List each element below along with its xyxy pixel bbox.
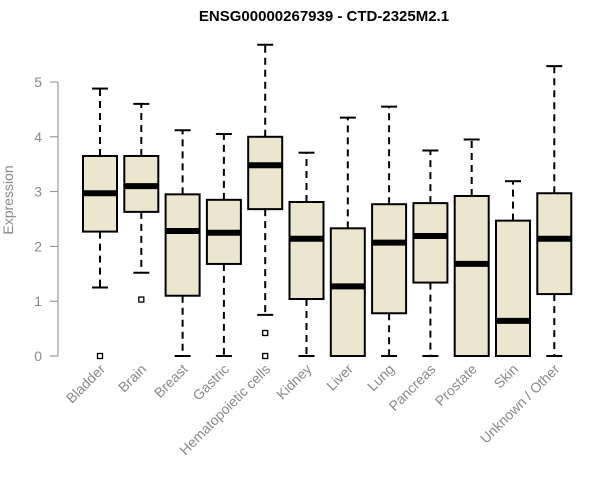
box-unknown-other [536,65,573,357]
x-tick-label: Lung [364,361,397,394]
box-lung [371,105,408,357]
y-tick-label: 4 [34,129,42,145]
x-tick-label: Breast [151,361,191,401]
x-tick-label: Liver [323,361,356,394]
outlier-point [262,329,269,337]
y-tick-label: 1 [34,293,42,309]
box-kidney [288,151,325,357]
box-iqr [329,227,366,357]
box-pancreas [412,149,449,357]
y-tick-label: 0 [34,348,42,364]
box-gastric [205,133,242,357]
chart-title: ENSG00000267939 - CTD-2325M2.1 [199,8,449,25]
x-tick-label: Bladder [63,361,109,407]
box-hematopoietic-cells [247,43,284,360]
box-iqr [536,192,573,296]
box-prostate [453,138,490,357]
box-iqr [412,202,449,284]
outlier-point [138,296,145,303]
y-tick-label: 2 [34,238,42,254]
box-brain [123,102,160,303]
box-liver [329,116,366,357]
outlier-point [96,352,104,360]
x-tick-label: Brain [115,361,149,395]
box-breast [164,129,201,357]
box-bladder [82,87,118,360]
x-tick-label: Skin [491,361,522,392]
box-skin [495,180,531,357]
box-iqr [453,194,490,357]
y-tick-label: 5 [34,74,42,90]
boxes-group [82,43,573,360]
box-iqr [495,219,531,357]
x-tick-label: Prostate [432,361,480,409]
box-iqr [164,193,201,297]
y-axis: 0 1 2 3 4 5 [34,74,59,364]
y-tick-label: 3 [34,184,42,200]
y-axis-label: Expression [0,165,16,234]
box-iqr [371,203,408,315]
box-iqr [288,201,325,301]
x-tick-label: Kidney [273,361,315,403]
outlier-point [262,352,269,360]
box-iqr [247,135,284,211]
